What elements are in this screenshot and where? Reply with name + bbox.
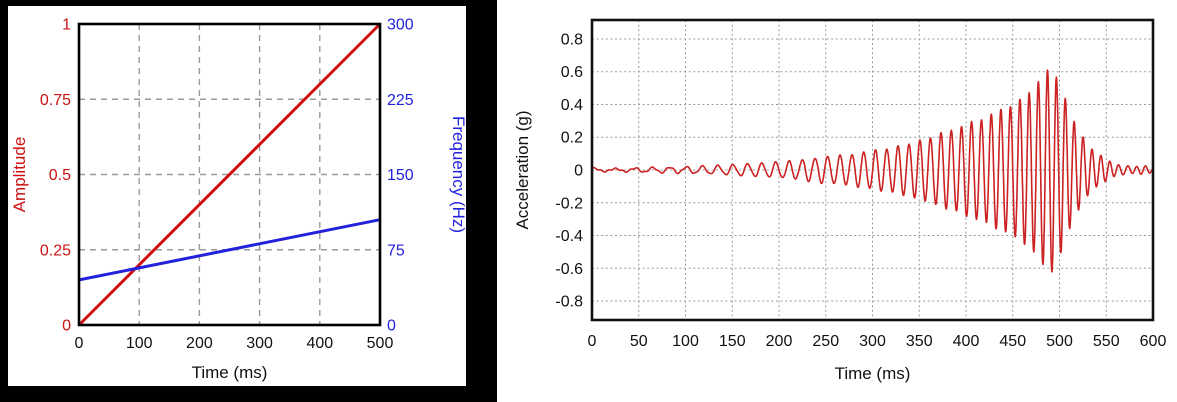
amplitude-tick-label: 0.75 — [40, 92, 71, 109]
acceleration-tick-label: -0.4 — [555, 228, 583, 245]
time-tick-label: 150 — [719, 333, 746, 350]
sweep-series — [77, 22, 382, 327]
acceleration-waveform — [591, 69, 1154, 273]
time-tick-label: 350 — [906, 333, 933, 350]
acceleration-tick-label: 0.2 — [561, 130, 583, 147]
time-tick-label: 550 — [1093, 333, 1120, 350]
acceleration-tick-label: -0.2 — [555, 195, 583, 212]
sweep-chart: 1 0.75 0.5 0.25 0 300 225 150 75 0 0 100 200 300 400 50… — [8, 6, 466, 386]
sweep-x-axis-label: Time (ms) — [192, 363, 268, 382]
amplitude-tick-label: 1 — [62, 17, 71, 34]
time-tick-label: 450 — [999, 333, 1026, 350]
time-tick-label: 50 — [630, 333, 648, 350]
time-tick-label: 500 — [367, 335, 394, 352]
time-tick-label: 300 — [859, 333, 886, 350]
acceleration-axis-label: Acceleration (g) — [513, 110, 532, 229]
amplitude-line — [77, 22, 382, 327]
sweep-chart-frame: 1 0.75 0.5 0.25 0 300 225 150 75 0 0 100 200 300 400 50… — [0, 0, 497, 402]
acceleration-tick-label: 0 — [574, 163, 583, 180]
acceleration-tick-labels: 0.8 0.6 0.4 0.2 0 -0.2 -0.4 -0.6 -0.8 0 50 100 150 20… — [555, 31, 1166, 350]
amplitude-tick-label: 0 — [62, 318, 71, 335]
plot-frame — [590, 18, 1155, 322]
amplitude-axis-label: Amplitude — [10, 137, 29, 213]
acceleration-tick-label: 0.4 — [561, 97, 583, 114]
amplitude-tick-label: 0.5 — [49, 167, 71, 184]
frequency-tick-label: 0 — [387, 318, 396, 335]
acceleration-chart-svg: 0.8 0.6 0.4 0.2 0 -0.2 -0.4 -0.6 -0.8 0 50 100 150 20… — [513, 18, 1166, 383]
frequency-hz--line — [78, 218, 381, 282]
time-tick-label: 0 — [75, 335, 84, 352]
time-tick-label: 100 — [126, 335, 153, 352]
plot-frame — [77, 22, 382, 327]
time-tick-label: 500 — [1046, 333, 1073, 350]
acceleration-x-axis-label: Time (ms) — [835, 364, 911, 383]
acceleration-plot-frame — [590, 18, 1155, 322]
time-tick-label: 250 — [812, 333, 839, 350]
time-tick-label: 0 — [588, 333, 597, 350]
time-tick-label: 100 — [672, 333, 699, 350]
acceleration-chart: 0.8 0.6 0.4 0.2 0 -0.2 -0.4 -0.6 -0.8 0 50 100 150 20… — [497, 0, 1177, 402]
acceleration-tick-label: -0.6 — [555, 261, 583, 278]
acceleration-series — [591, 69, 1154, 273]
time-tick-label: 300 — [246, 335, 273, 352]
frequency-tick-label: 150 — [387, 167, 414, 184]
time-tick-label: 400 — [306, 335, 333, 352]
time-tick-label: 400 — [953, 333, 980, 350]
acceleration-tick-label: -0.8 — [555, 294, 583, 311]
amplitude-tick-label: 0.25 — [40, 242, 71, 259]
acceleration-grid — [592, 20, 1153, 320]
frequency-tick-label: 75 — [387, 242, 405, 259]
sweep-plot-frame — [77, 22, 382, 327]
frequency-tick-label: 300 — [387, 17, 414, 34]
time-tick-label: 600 — [1140, 333, 1167, 350]
acceleration-tick-label: 0.6 — [561, 64, 583, 81]
frequency-axis-label: Frequency (Hz) — [449, 116, 466, 233]
time-tick-label: 200 — [186, 335, 213, 352]
acceleration-tick-label: 0.8 — [561, 31, 583, 48]
time-tick-label: 200 — [766, 333, 793, 350]
frequency-tick-label: 225 — [387, 92, 414, 109]
